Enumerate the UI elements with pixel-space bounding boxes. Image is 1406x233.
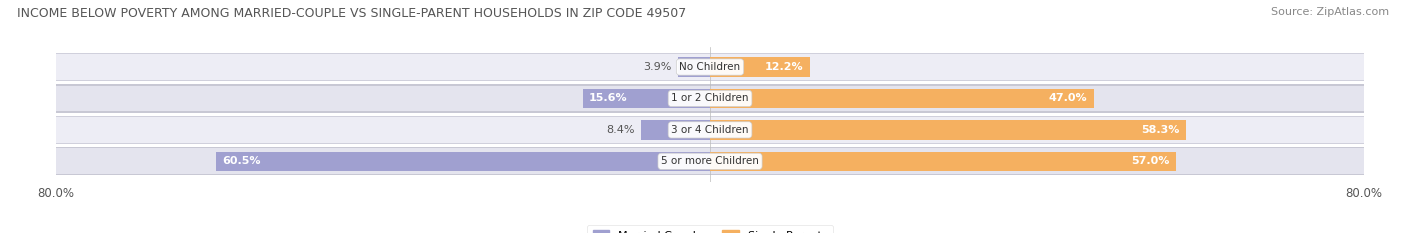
Bar bbox=[56, 53, 1364, 81]
Bar bbox=[215, 152, 710, 171]
Legend: Married Couples, Single Parents: Married Couples, Single Parents bbox=[588, 225, 832, 233]
Text: 8.4%: 8.4% bbox=[606, 125, 636, 135]
Text: 3.9%: 3.9% bbox=[643, 62, 672, 72]
Text: Source: ZipAtlas.com: Source: ZipAtlas.com bbox=[1271, 7, 1389, 17]
Bar bbox=[710, 89, 1094, 108]
Text: INCOME BELOW POVERTY AMONG MARRIED-COUPLE VS SINGLE-PARENT HOUSEHOLDS IN ZIP COD: INCOME BELOW POVERTY AMONG MARRIED-COUPL… bbox=[17, 7, 686, 20]
Text: 57.0%: 57.0% bbox=[1130, 156, 1170, 166]
Bar bbox=[56, 117, 1364, 143]
Bar bbox=[710, 57, 810, 77]
Bar bbox=[56, 116, 1364, 144]
Text: 1 or 2 Children: 1 or 2 Children bbox=[671, 93, 749, 103]
Bar bbox=[56, 84, 1364, 113]
Bar bbox=[710, 120, 1187, 140]
Bar bbox=[582, 89, 710, 108]
Bar bbox=[641, 120, 710, 140]
Bar bbox=[56, 54, 1364, 80]
Text: No Children: No Children bbox=[679, 62, 741, 72]
Text: 47.0%: 47.0% bbox=[1049, 93, 1088, 103]
Bar bbox=[56, 147, 1364, 175]
Text: 58.3%: 58.3% bbox=[1142, 125, 1180, 135]
Text: 15.6%: 15.6% bbox=[589, 93, 627, 103]
Bar bbox=[56, 86, 1364, 111]
Text: 12.2%: 12.2% bbox=[765, 62, 803, 72]
Bar bbox=[678, 57, 710, 77]
Text: 5 or more Children: 5 or more Children bbox=[661, 156, 759, 166]
Text: 60.5%: 60.5% bbox=[222, 156, 260, 166]
Bar bbox=[710, 152, 1175, 171]
Bar bbox=[56, 148, 1364, 174]
Text: 3 or 4 Children: 3 or 4 Children bbox=[671, 125, 749, 135]
